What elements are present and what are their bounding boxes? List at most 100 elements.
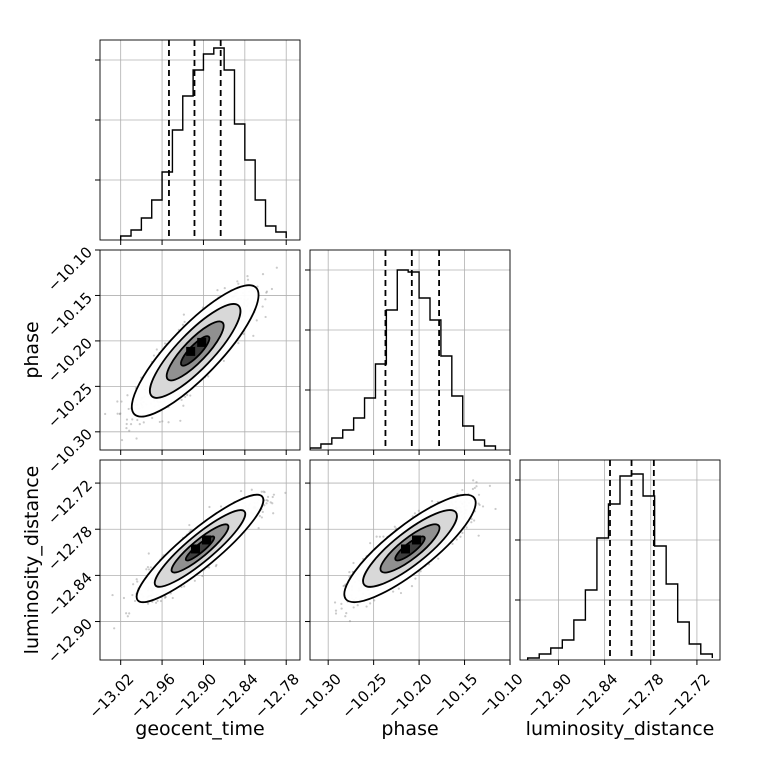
sample-point	[136, 580, 139, 583]
sample-point	[417, 509, 420, 512]
x-tick-label-phase: −10.10	[475, 670, 527, 722]
panel-content	[119, 40, 287, 240]
panel-content	[111, 488, 287, 630]
density-peak-cell	[191, 544, 200, 554]
sample-point	[478, 503, 481, 507]
sample-point	[252, 334, 255, 337]
sample-point	[155, 348, 158, 351]
sample-point	[397, 587, 400, 590]
sample-point	[369, 542, 372, 545]
sample-point	[392, 590, 395, 593]
panel-content	[97, 266, 278, 442]
histogram-step	[526, 473, 714, 660]
y-ticks	[515, 479, 520, 601]
sample-point	[182, 404, 185, 407]
sample-point	[465, 526, 468, 529]
sample-point	[182, 313, 185, 316]
sample-point	[473, 486, 476, 490]
sample-point	[146, 565, 150, 569]
x-ticks	[120, 660, 287, 665]
sample-point	[260, 516, 263, 519]
y-axis-label-phase: phase	[21, 321, 43, 378]
sample-point	[163, 342, 167, 345]
x-tick-label-phase: −10.20	[384, 670, 436, 722]
sample-point	[129, 423, 133, 426]
sample-point	[128, 429, 131, 432]
sample-point	[188, 523, 191, 527]
sample-point	[261, 305, 264, 308]
sample-point	[237, 282, 240, 285]
x-axis-label-luminosity_distance: luminosity_distance	[526, 718, 715, 740]
sample-point	[250, 488, 253, 491]
panel-frame	[99, 39, 301, 241]
histogram-step	[119, 47, 287, 240]
sample-point	[419, 570, 422, 573]
y-tick-label-phase: −10.30	[44, 425, 96, 477]
sample-point	[154, 601, 158, 604]
sample-point	[120, 438, 124, 442]
sample-point	[481, 505, 485, 508]
sample-point	[352, 606, 355, 609]
sample-point	[375, 535, 378, 538]
sample-point	[201, 574, 204, 578]
sample-point	[147, 568, 151, 571]
sample-point	[207, 375, 210, 378]
sample-point	[135, 437, 138, 440]
density-peak-cell	[186, 346, 196, 356]
sample-point	[208, 505, 211, 509]
sample-point	[340, 602, 343, 605]
sample-point	[159, 599, 163, 603]
sample-point	[208, 566, 211, 569]
panel-frame	[519, 459, 721, 661]
sample-point	[333, 601, 337, 604]
scatter-panel-geocent_time-vs-luminosity_distance	[95, 459, 301, 665]
sample-point	[472, 479, 475, 482]
sample-point	[156, 599, 159, 603]
histogram-step	[310, 269, 497, 450]
x-tick-label-geocent_time: −12.90	[168, 670, 220, 722]
sample-point	[97, 433, 99, 435]
y-tick-label-phase: −10.20	[44, 334, 96, 386]
x-tick-label-geocent_time: −12.96	[127, 670, 179, 722]
y-tick-label-luminosity_distance: −12.72	[44, 476, 96, 528]
sample-point	[270, 287, 274, 291]
sample-point	[216, 289, 219, 292]
sample-point	[275, 266, 278, 269]
sample-point	[126, 615, 129, 618]
x-axis-label-phase: phase	[381, 718, 438, 740]
y-tick-label-phase: −10.10	[44, 243, 96, 295]
panel-frame	[99, 249, 301, 451]
sample-point	[246, 278, 250, 281]
x-tick-label-phase: −10.30	[293, 670, 345, 722]
sample-point	[116, 400, 119, 403]
sample-point	[475, 481, 478, 484]
sample-point	[180, 585, 183, 589]
panel-frame	[99, 459, 301, 661]
y-axis-label-luminosity_distance: luminosity_distance	[21, 466, 43, 655]
sample-point	[161, 420, 164, 423]
sample-point	[125, 612, 128, 615]
sample-point	[158, 420, 161, 424]
sample-point	[219, 505, 223, 508]
sample-point	[471, 487, 475, 491]
y-ticks	[95, 249, 100, 433]
scatter-panel-phase-vs-luminosity_distance	[305, 459, 511, 665]
sample-point	[399, 591, 403, 595]
sample-point	[284, 491, 287, 494]
sample-point	[239, 489, 243, 493]
sample-point	[132, 583, 135, 586]
sample-point	[494, 507, 497, 511]
sample-point	[127, 407, 130, 411]
sample-point	[344, 615, 347, 618]
sample-point	[257, 526, 260, 530]
x-axis-label-geocent_time: geocent_time	[135, 718, 264, 740]
sample-point	[118, 412, 121, 416]
sample-point	[266, 495, 270, 498]
sample-point	[147, 552, 150, 555]
sample-point	[356, 604, 359, 607]
x-tick-label-luminosity_distance: −12.78	[616, 670, 668, 722]
sample-point	[365, 605, 368, 608]
sample-point	[183, 320, 186, 323]
x-tick-label-geocent_time: −12.84	[210, 670, 262, 722]
